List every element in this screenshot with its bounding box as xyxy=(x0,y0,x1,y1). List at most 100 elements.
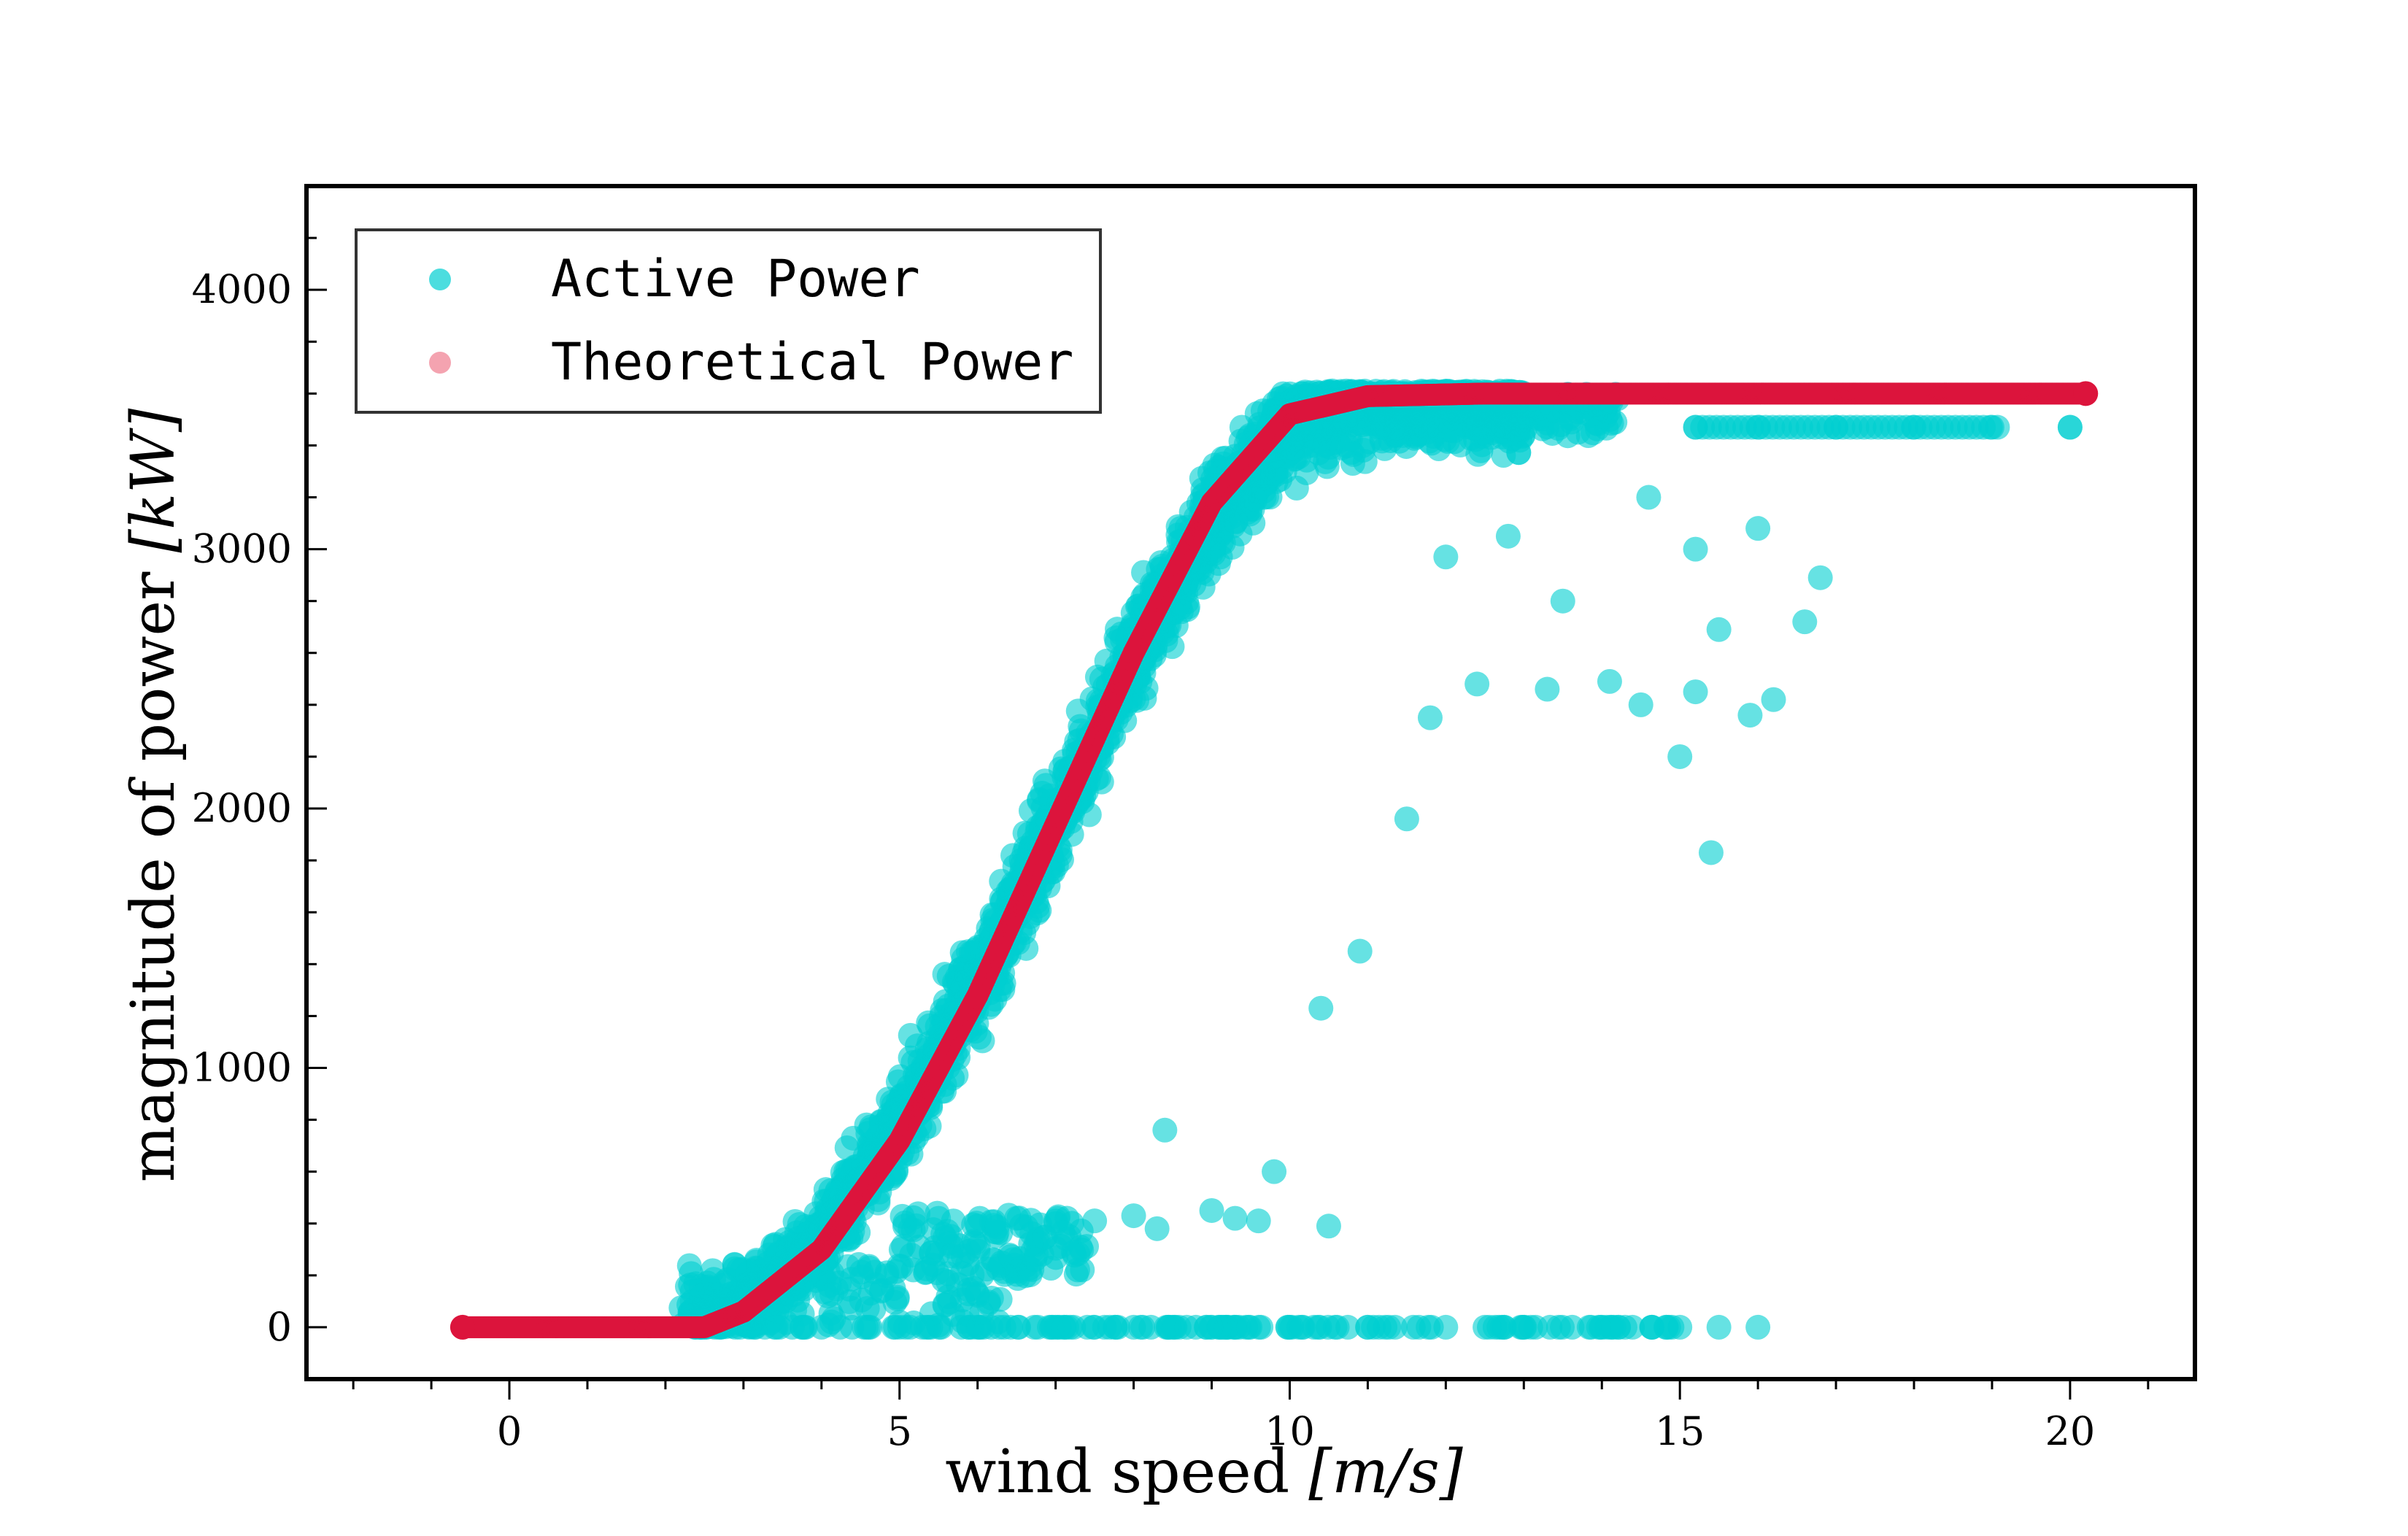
legend-label-active-power: Active Power xyxy=(551,249,920,309)
active-power-point xyxy=(1417,705,1443,730)
active-power-point xyxy=(1057,1314,1083,1340)
y-axis-title: magnitude of power [kW] xyxy=(119,408,188,1183)
theoretical-power-point xyxy=(449,1314,475,1340)
x-tick-label: 10 xyxy=(1265,1408,1315,1454)
x-tick-labels: 0 5 10 15 20 xyxy=(497,1408,2095,1454)
active-power-point xyxy=(1807,565,1833,590)
y-tick-label: 4000 xyxy=(192,266,292,312)
active-power-point xyxy=(711,1273,737,1298)
active-power-point xyxy=(1222,1205,1248,1231)
active-power-point xyxy=(1406,1314,1432,1340)
active-power-point xyxy=(1683,536,1708,562)
active-power-point xyxy=(2057,414,2083,440)
active-power-point xyxy=(1103,625,1129,651)
active-power-point xyxy=(989,1250,1014,1276)
active-power-point xyxy=(1550,1314,1575,1340)
active-power-point xyxy=(925,1200,950,1226)
active-power-point xyxy=(1599,1314,1624,1340)
active-power-point xyxy=(1222,1314,1247,1340)
active-power-point xyxy=(1018,1231,1043,1257)
x-axis-title: wind speed [m/s] xyxy=(945,1437,1463,1507)
active-power-point xyxy=(1194,1314,1219,1340)
active-power-point xyxy=(1103,1314,1128,1340)
active-power-point xyxy=(1433,544,1459,570)
x-tick-label: 0 xyxy=(497,1408,522,1454)
active-power-point xyxy=(689,1284,714,1309)
active-power-point xyxy=(819,1309,844,1335)
active-power-point xyxy=(1394,806,1419,832)
active-power-point xyxy=(1628,692,1653,717)
active-power-point xyxy=(1022,1314,1047,1340)
active-power-point xyxy=(1174,1314,1200,1340)
active-power-point xyxy=(1033,773,1059,798)
active-power-point xyxy=(986,1309,1011,1335)
active-power-point xyxy=(1495,523,1521,549)
active-power-point xyxy=(961,1212,987,1238)
active-power-point xyxy=(1062,1243,1087,1268)
active-power-point xyxy=(1302,433,1327,458)
active-power-point xyxy=(981,1209,1007,1235)
active-power-point xyxy=(938,1243,964,1269)
axis-ticks xyxy=(306,185,2150,1400)
active-power-point xyxy=(1081,1314,1107,1340)
active-power-point xyxy=(1706,617,1732,642)
active-power-point xyxy=(899,1243,925,1268)
active-power-point xyxy=(960,940,986,965)
active-power-point xyxy=(838,1295,864,1321)
active-power-point xyxy=(1745,1314,1771,1340)
active-power-point xyxy=(679,1261,704,1286)
active-power-point xyxy=(1476,1314,1502,1340)
active-power-point xyxy=(1267,467,1293,493)
active-power-point xyxy=(989,868,1014,894)
active-power-point xyxy=(1745,516,1771,541)
active-power-point xyxy=(1144,1216,1170,1241)
active-power-point xyxy=(1535,676,1560,702)
active-power-point xyxy=(1347,938,1373,964)
active-power-point xyxy=(1667,744,1693,769)
active-power-point xyxy=(890,1203,915,1229)
active-power-point xyxy=(887,1309,913,1335)
active-power-point xyxy=(1465,671,1490,697)
active-power-point xyxy=(1305,1314,1331,1340)
active-power-point xyxy=(1706,1314,1732,1340)
active-power-point xyxy=(817,1273,842,1298)
active-power-point xyxy=(1636,485,1662,510)
active-power-point xyxy=(935,1219,960,1244)
active-power-point xyxy=(1550,588,1575,614)
active-power-point xyxy=(1154,1314,1179,1340)
active-power-point xyxy=(1508,1314,1534,1340)
y-tick-label: 0 xyxy=(267,1304,292,1350)
active-power-point xyxy=(1792,609,1818,635)
legend-marker-active-power xyxy=(429,269,451,290)
legend: Active Power Theoretical Power xyxy=(355,228,1102,414)
active-power-point xyxy=(1597,668,1622,694)
legend-marker-theoretical-power xyxy=(429,352,451,374)
active-power-point xyxy=(976,1289,1001,1315)
active-power-point xyxy=(1384,415,1410,441)
legend-frame xyxy=(355,228,1102,414)
active-power-point xyxy=(1199,1197,1224,1223)
y-tick-labels: 0 1000 2000 3000 4000 xyxy=(192,266,292,1350)
plot-frame xyxy=(304,184,2197,1381)
active-power-point xyxy=(949,1287,975,1313)
active-power-point xyxy=(1063,1262,1089,1287)
active-power-point xyxy=(1761,687,1786,712)
active-power-point xyxy=(1322,1314,1348,1340)
y-tick-label: 3000 xyxy=(192,526,292,572)
active-power-point xyxy=(917,1013,943,1038)
active-power-point xyxy=(1639,1314,1664,1340)
data-points xyxy=(449,378,2099,1340)
active-power-point xyxy=(1737,703,1763,728)
legend-label-theoretical-power: Theoretical Power xyxy=(551,332,1073,392)
active-power-point xyxy=(861,1297,887,1322)
active-power-point xyxy=(1441,418,1467,444)
active-power-point xyxy=(1262,1159,1287,1184)
active-power-point xyxy=(1316,1213,1341,1239)
active-power-point xyxy=(1620,1314,1645,1340)
theoretical-power-point xyxy=(2073,381,2099,406)
active-power-point xyxy=(1340,451,1365,476)
active-power-point xyxy=(1355,1314,1381,1340)
y-tick-label: 1000 xyxy=(192,1044,292,1090)
